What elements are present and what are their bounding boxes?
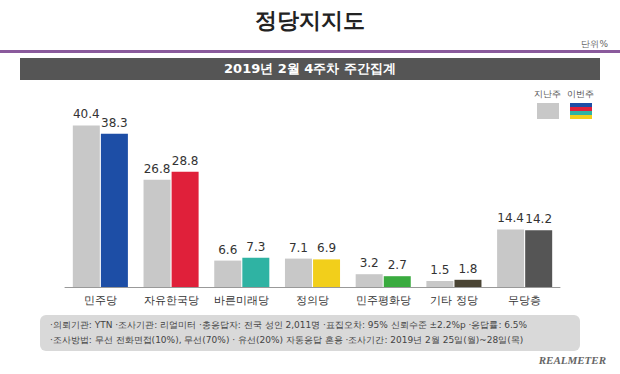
- html-text:·조사방법: 무선 전화면접(10%), 무선(70%) ·: ·조사방법: 무선 전화면접(10%), 무선(70%) · 유선(20%) 자…: [50, 335, 524, 345]
- html-text:2019년 2월 4주차 주간집계: 2019년 2월 4주차 주간집계: [224, 61, 396, 76]
- svg-text:14.2: 14.2: [525, 212, 552, 226]
- svg-text:6.9: 6.9: [317, 241, 336, 255]
- svg-text:기타 정당: 기타 정당: [430, 294, 478, 307]
- svg-text:민주평화당: 민주평화당: [356, 294, 411, 307]
- svg-text:자유한국당: 자유한국당: [144, 294, 199, 307]
- svg-text:1.8: 1.8: [458, 262, 477, 276]
- svg-text:정의당: 정의당: [296, 294, 329, 307]
- svg-text:6.6: 6.6: [218, 243, 237, 257]
- html-text:REALMETER: REALMETER: [538, 354, 606, 366]
- svg-text:7.3: 7.3: [246, 240, 265, 254]
- svg-text:28.8: 28.8: [172, 154, 199, 168]
- svg-text:무당층: 무당층: [508, 294, 541, 307]
- svg-text:26.8: 26.8: [144, 162, 171, 176]
- html-text:단위%: 단위%: [581, 39, 608, 49]
- html-text:이번주: 이번주: [567, 89, 594, 99]
- svg-text:40.4: 40.4: [73, 107, 100, 121]
- svg-text:2.7: 2.7: [388, 258, 407, 272]
- html-text:지난주: 지난주: [534, 89, 561, 99]
- svg-text:바른미래당: 바른미래당: [214, 294, 269, 307]
- svg-text:7.1: 7.1: [289, 241, 308, 255]
- html-text:·의뢰기관: YTN ·조사기관: 리얼미터 ·총응답자:: ·의뢰기관: YTN ·조사기관: 리얼미터 ·총응답자: 전국 성인 2,01…: [50, 320, 528, 330]
- svg-text:3.2: 3.2: [360, 256, 379, 270]
- svg-text:1.5: 1.5: [430, 263, 449, 277]
- svg-text:민주당: 민주당: [84, 294, 117, 307]
- html-text:정당지지도: 정당지지도: [255, 8, 365, 33]
- svg-text:14.4: 14.4: [497, 211, 524, 225]
- svg-text:38.3: 38.3: [101, 116, 128, 130]
